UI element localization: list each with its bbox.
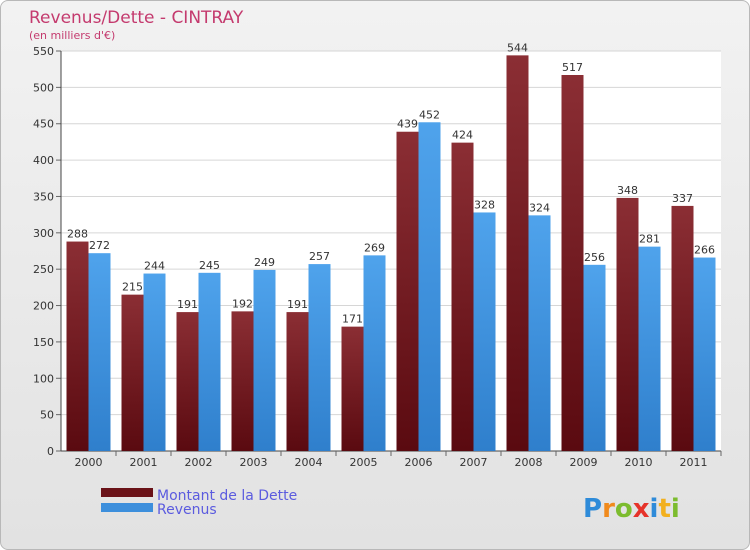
x-tick-label: 2000: [75, 456, 103, 469]
x-tick-label: 2008: [515, 456, 543, 469]
y-tick-label: 50: [40, 409, 54, 422]
value-labels: 2882722152441912451922491912571712694394…: [67, 41, 715, 325]
revenus-bar: [198, 272, 221, 451]
revenus-value-label: 324: [529, 201, 550, 214]
revenus-bar: [473, 212, 496, 451]
debt-bar: [66, 241, 89, 451]
revenus-value-label: 281: [639, 233, 660, 246]
y-tick-label: 350: [33, 190, 54, 203]
revenus-bar: [638, 246, 661, 451]
proxiti-logo: Proxiti: [583, 494, 680, 524]
debt-value-label: 192: [232, 297, 253, 310]
x-tick-label: 2006: [405, 456, 433, 469]
debt-bar: [286, 312, 309, 451]
revenus-value-label: 249: [254, 256, 275, 269]
y-tick-label: 450: [33, 118, 54, 131]
revenus-value-label: 328: [474, 198, 495, 211]
x-tick-label: 2010: [625, 456, 653, 469]
debt-value-label: 439: [397, 118, 418, 131]
legend-swatch-revenus: [101, 503, 153, 512]
y-tick-label: 0: [47, 445, 54, 458]
x-tick-label: 2009: [570, 456, 598, 469]
revenus-bar: [253, 269, 276, 451]
revenus-bar: [143, 273, 166, 451]
debt-bar: [616, 197, 639, 451]
revenus-bar: [418, 122, 441, 451]
debt-bar: [121, 294, 144, 451]
revenus-value-label: 245: [199, 259, 220, 272]
debt-bar: [451, 142, 474, 452]
x-tick-label: 2007: [460, 456, 488, 469]
revenus-value-label: 272: [89, 239, 110, 252]
debt-value-label: 288: [67, 228, 88, 241]
x-tick-label: 2001: [130, 456, 158, 469]
debt-value-label: 517: [562, 61, 583, 74]
revenus-value-label: 266: [694, 244, 715, 257]
legend-label-debt: Montant de la Dette: [157, 488, 297, 504]
legend-label-revenus: Revenus: [157, 502, 217, 518]
bars: [66, 55, 716, 452]
revenus-value-label: 256: [584, 251, 605, 264]
y-tick-label: 300: [33, 227, 54, 240]
debt-bar: [176, 312, 199, 451]
chart-subtitle: (en milliers d'€): [29, 29, 115, 42]
debt-bar: [671, 205, 694, 451]
y-tick-label: 100: [33, 372, 54, 385]
x-tick-label: 2004: [295, 456, 323, 469]
revenus-bar: [308, 264, 331, 451]
debt-value-label: 215: [122, 281, 143, 294]
x-tick-label: 2002: [185, 456, 213, 469]
x-tick-label: 2005: [350, 456, 378, 469]
debt-bar: [341, 326, 364, 451]
revenus-value-label: 257: [309, 250, 330, 263]
revenus-value-label: 244: [144, 260, 165, 273]
gridlines: [61, 50, 721, 452]
chart-title: Revenus/Dette - CINTRAY: [29, 8, 244, 28]
y-tick-label: 550: [33, 45, 54, 58]
debt-bar: [396, 131, 419, 451]
revenus-bar: [363, 255, 386, 451]
axes: 0 50 100 150 200 250 300 350 400 450 500 550 2000 200…: [33, 45, 722, 469]
debt-value-label: 424: [452, 129, 473, 142]
y-tick-label: 500: [33, 81, 54, 94]
debt-value-label: 191: [287, 298, 308, 311]
debt-bar: [231, 311, 254, 451]
legend: Montant de la Dette Revenus: [101, 488, 297, 518]
y-tick-label: 200: [33, 300, 54, 313]
debt-value-label: 337: [672, 192, 693, 205]
revenus-bar: [693, 257, 716, 451]
debt-value-label: 544: [507, 41, 528, 54]
y-tick-label: 150: [33, 336, 54, 349]
debt-value-label: 191: [177, 298, 198, 311]
debt-value-label: 348: [617, 184, 638, 197]
revenus-bar: [528, 215, 551, 451]
x-tick-label: 2011: [680, 456, 708, 469]
debt-value-label: 171: [342, 313, 363, 326]
revenus-value-label: 452: [419, 108, 440, 121]
debt-bar: [561, 75, 584, 451]
debt-bar: [506, 55, 529, 451]
legend-swatch-debt: [101, 488, 153, 497]
x-tick-label: 2003: [240, 456, 268, 469]
revenus-bar: [88, 253, 111, 451]
revenus-bar: [583, 264, 606, 451]
y-tick-label: 400: [33, 154, 54, 167]
y-tick-label: 250: [33, 263, 54, 276]
plot-area: [61, 51, 721, 451]
revenus-value-label: 269: [364, 241, 385, 254]
